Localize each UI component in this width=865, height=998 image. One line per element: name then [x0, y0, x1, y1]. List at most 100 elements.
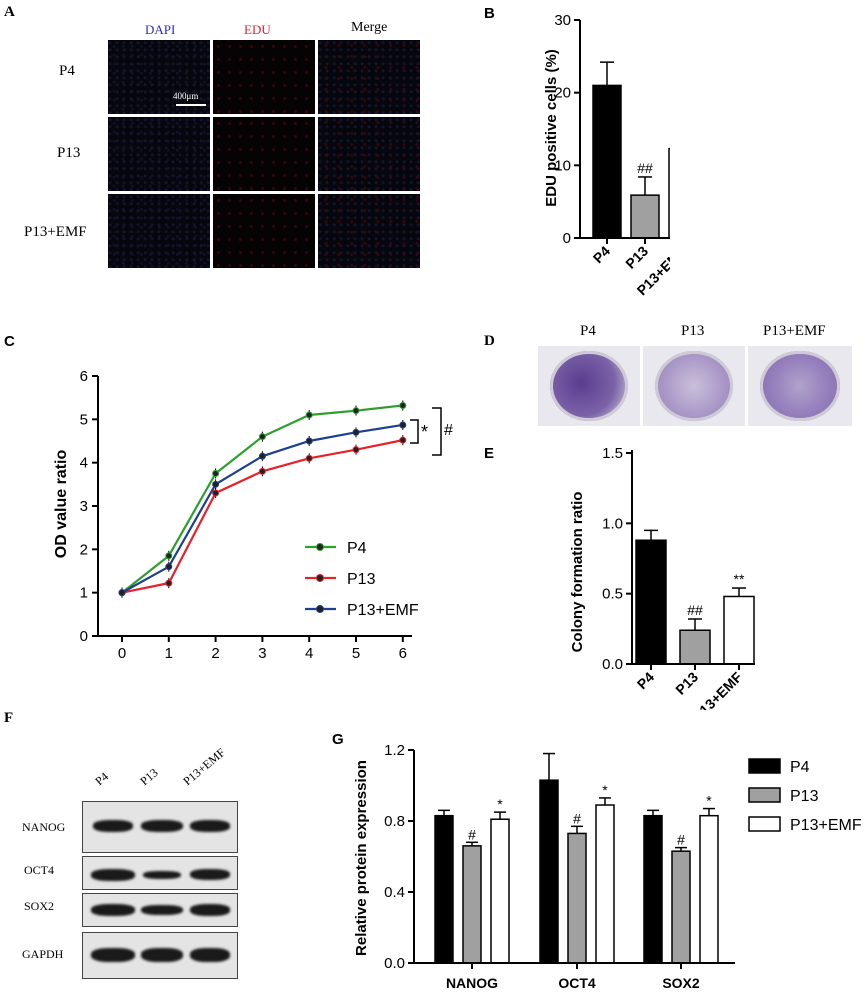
bar-g: [643, 814, 663, 964]
sig-bracket-inner: [410, 419, 419, 444]
ylabel-e: Colony formation ratio: [569, 492, 586, 653]
micrograph-p4-edu: [213, 40, 315, 114]
data-point-c: [352, 446, 360, 454]
micrograph-p13-dapi: [108, 117, 210, 191]
data-point-c: [305, 437, 313, 445]
x-tick-label-c: 4: [305, 645, 313, 662]
sig-label-b: ##: [637, 160, 653, 176]
lane-label-p13-emf: P13+EMF: [180, 745, 228, 789]
blot-label-sox2: SOX2: [24, 899, 55, 913]
chart-c: C OD value ratio 0 1 2 3 4 5 6 0 1 2 3 4 5 6 P4 P13 P1…: [4, 333, 453, 662]
sig-bracket-outer: [432, 407, 442, 456]
bar-b: [592, 84, 622, 239]
ylabel-c: OD value ratio: [53, 450, 70, 559]
micrograph-p13emf-merge: [318, 194, 420, 268]
x-tick-label-g: NANOG: [446, 975, 498, 991]
ylabel-g: Relative protein expression: [353, 760, 370, 956]
legend-swatch-g: [748, 758, 781, 774]
sig-label-g: *: [706, 793, 712, 809]
panel-label-c: C: [4, 333, 15, 350]
micrograph-p13-merge: [318, 117, 420, 191]
data-point-c: [165, 579, 173, 587]
blot-nanog: [82, 801, 238, 853]
bar-g: [539, 779, 559, 964]
panel-label-f: F: [4, 710, 14, 726]
data-point-c: [258, 433, 266, 441]
legend-marker-c: [316, 574, 324, 582]
bar-g: [567, 832, 587, 964]
data-point-c: [165, 552, 173, 560]
sig-label-e: **: [734, 571, 745, 587]
panel-label-g: G: [332, 731, 344, 748]
row-label-p13-emf: P13+EMF: [24, 224, 87, 240]
data-point-c: [258, 467, 266, 475]
y-tick-label-b: 0: [563, 230, 571, 247]
chart-e: E Colony formation ratio 0.0 0.5 1.0 1.5 ##…: [484, 445, 755, 710]
y-tick-label-c: 1: [80, 585, 88, 602]
column-label-dapi: DAPI: [145, 22, 176, 37]
data-point-c: [212, 480, 220, 488]
series-line-2: [121, 423, 403, 594]
data-point-c: [165, 563, 173, 571]
bar-g: [490, 818, 510, 964]
blot-label-nanog: NANOG: [22, 820, 66, 834]
x-tick-label-c: 0: [118, 645, 126, 662]
y-tick-label-g: 1.2: [384, 742, 405, 759]
legend-marker-c: [316, 543, 324, 551]
x-tick-label-g: SOX2: [662, 975, 700, 991]
sig-label-g: *: [602, 782, 608, 798]
y-tick-label-b: 30: [554, 12, 571, 29]
x-tick-label-c: 5: [352, 645, 360, 662]
blot-label-oct4: OCT4: [24, 863, 54, 877]
y-tick-label-c: 2: [80, 541, 88, 558]
bar-g: [699, 814, 719, 964]
data-point-c: [399, 401, 407, 409]
dish-label-p4: P4: [580, 323, 596, 339]
sig-label-g: #: [677, 832, 685, 848]
y-tick-label-g: 0.4: [384, 884, 405, 901]
micrograph-p13-edu: [213, 117, 315, 191]
colony-dish-p4: [538, 346, 640, 426]
micrograph-p4-dapi: [108, 40, 210, 114]
x-tick-label-c: 6: [399, 645, 407, 662]
x-tick-label-c: 3: [258, 645, 266, 662]
bar-g: [595, 804, 615, 964]
column-label-edu: EDU: [244, 22, 271, 37]
micrograph-p4-merge: [318, 40, 420, 114]
x-tick-label-b: P4: [590, 243, 614, 267]
panel-label-e: E: [484, 445, 494, 462]
panel-label-b: B: [484, 5, 495, 22]
bar-g: [671, 850, 691, 964]
y-tick-label-c: 3: [80, 498, 88, 515]
bar-g: [434, 814, 454, 964]
data-point-c: [212, 470, 220, 477]
x-tick-label-b: P13: [622, 243, 651, 272]
legend-swatch-g: [748, 787, 781, 803]
blot-label-gapdh: GAPDH: [22, 947, 64, 961]
data-point-c: [399, 421, 407, 429]
sig-label-g: #: [573, 810, 581, 826]
row-label-p4: P4: [59, 63, 75, 79]
y-tick-label-e: 0.0: [602, 656, 623, 673]
y-tick-label-c: 5: [80, 411, 88, 428]
y-tick-label-c: 4: [80, 455, 88, 472]
sig-label-e: ##: [687, 602, 703, 618]
colony-dish-p13-emf: [748, 346, 852, 426]
dish-label-p13-emf: P13+EMF: [763, 323, 826, 339]
column-label-merge: Merge: [351, 20, 388, 35]
micrograph-p13emf-edu: [213, 194, 315, 268]
bar-b: [630, 194, 660, 239]
scale-bar: [176, 104, 206, 106]
colony-dish-p13: [643, 346, 745, 426]
legend-label-c: P4: [347, 540, 367, 557]
dish-label-p13: P13: [681, 323, 705, 339]
blot-sox2: [82, 893, 238, 927]
data-point-c: [212, 489, 220, 497]
x-tick-label-e: P4: [634, 669, 658, 693]
sig-label-g: *: [497, 796, 503, 812]
data-point-c: [399, 436, 407, 444]
data-point-c: [352, 407, 360, 415]
y-tick-label-c: 0: [80, 628, 88, 645]
legend-marker-c: [316, 605, 324, 613]
